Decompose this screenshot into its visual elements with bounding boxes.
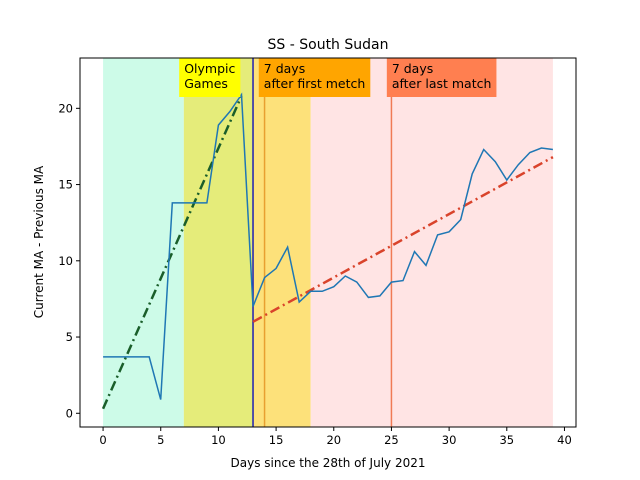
trend-line-1: [252, 156, 554, 323]
shaded-regions: [103, 58, 553, 427]
annotation-text-0-0: Olympic: [184, 61, 235, 76]
annotation-text-1-0: 7 days: [264, 61, 305, 76]
y-tick-label: 20: [58, 101, 73, 115]
annotation-box-2: [386, 58, 497, 97]
x-tick-label: 10: [211, 433, 226, 447]
shaded-region-0: [103, 58, 184, 427]
annotation-text-0-1: Games: [184, 76, 228, 91]
event-lines: [252, 58, 393, 427]
x-axis-label: Days since the 28th of July 2021: [231, 456, 426, 470]
plot-frame: [79, 57, 577, 428]
y-tick-label: 15: [58, 178, 73, 192]
y-axis-label: Current MA - Previous MA: [32, 165, 46, 318]
annotation-box-1: [258, 58, 371, 97]
x-tick-label: 0: [99, 433, 106, 447]
annotation-text-2-0: 7 days: [392, 61, 433, 76]
x-tick-label: 5: [157, 433, 164, 447]
shaded-region-2: [253, 58, 311, 427]
x-tick-label: 35: [499, 433, 514, 447]
annotation-text-2-1: after last match: [392, 76, 492, 91]
shaded-region-3: [310, 58, 553, 427]
y-tick-label: 10: [58, 254, 73, 268]
y-axis-ticks: 0 5 10 15 20: [58, 101, 80, 420]
trend-line-0: [101, 95, 243, 410]
trend-lines: [101, 95, 554, 410]
x-tick-label: 15: [269, 433, 284, 447]
y-tick-label: 0: [66, 406, 73, 420]
data-series: [103, 92, 553, 400]
series-line-0: [103, 92, 553, 400]
x-tick-label: 30: [442, 433, 457, 447]
x-tick-label: 20: [326, 433, 341, 447]
x-tick-label: 25: [384, 433, 399, 447]
annotation-box-0: [179, 58, 241, 97]
x-axis-ticks: 0 5 10 15 20 25 30 35 40: [99, 427, 572, 447]
y-tick-label: 5: [66, 330, 73, 344]
shaded-region-1: [183, 58, 254, 427]
chart-title: SS - South Sudan: [268, 37, 389, 53]
x-tick-label: 40: [557, 433, 572, 447]
annotation-text-1-1: after first metch: [264, 76, 366, 91]
